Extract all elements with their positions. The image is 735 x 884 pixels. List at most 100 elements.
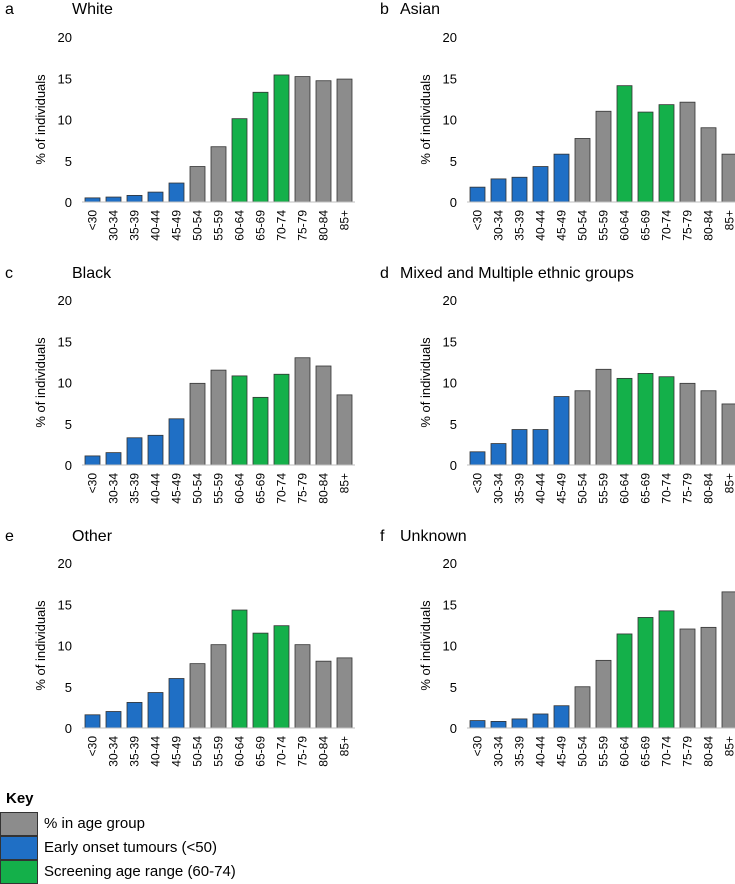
bar-40-44	[148, 693, 163, 728]
y-tick-label: 5	[65, 154, 72, 169]
x-tick-label: 50-54	[576, 736, 590, 767]
bar-85+	[722, 404, 735, 465]
y-axis-label: % of individuals	[418, 74, 433, 165]
x-tick-label: 30-34	[107, 473, 121, 504]
x-tick-label: 70-74	[275, 210, 289, 241]
y-axis-label: % of individuals	[418, 337, 433, 428]
y-tick-label: 0	[65, 195, 72, 210]
panel-title: Asian	[400, 1, 440, 18]
bar-50-54	[575, 391, 590, 465]
bar-30-34	[491, 721, 506, 728]
x-tick-label: <30	[86, 473, 100, 494]
y-tick-label: 15	[443, 597, 457, 612]
x-tick-label: 65-69	[639, 473, 653, 504]
bar-55-59	[596, 369, 611, 465]
bar-45-49	[169, 419, 184, 465]
x-tick-label: 35-39	[513, 473, 527, 504]
y-tick-label: 15	[58, 334, 72, 349]
x-tick-label: 75-79	[681, 473, 695, 504]
legend-item-screening: Screening age range (60-74)	[0, 860, 300, 884]
x-tick-label: 55-59	[597, 736, 611, 767]
bar-65-69	[638, 373, 653, 465]
y-tick-label: 15	[58, 597, 72, 612]
bar-80-84	[701, 128, 716, 202]
x-tick-label: 30-34	[492, 473, 506, 504]
bar-70-74	[659, 105, 674, 202]
bar-65-69	[638, 112, 653, 202]
bar-55-59	[211, 645, 226, 728]
x-tick-label: 60-64	[233, 736, 247, 767]
x-tick-label: 60-64	[618, 736, 632, 767]
bar-60-64	[617, 86, 632, 202]
x-tick-label: 40-44	[534, 473, 548, 504]
x-tick-label: 35-39	[128, 736, 142, 767]
x-tick-label: 60-64	[618, 473, 632, 504]
bar-45-49	[554, 706, 569, 728]
x-tick-label: 85+	[338, 210, 352, 230]
bar-80-84	[316, 81, 331, 202]
panel-letter: e	[5, 528, 14, 545]
legend-label: Early onset tumours (<50)	[44, 839, 217, 856]
bar-35-39	[512, 719, 527, 728]
x-tick-label: 80-84	[702, 736, 716, 767]
y-tick-label: 20	[58, 556, 72, 571]
bar-85+	[337, 79, 352, 202]
x-tick-label: 75-79	[296, 473, 310, 504]
x-tick-label: 55-59	[597, 210, 611, 241]
x-tick-label: 45-49	[555, 473, 569, 504]
bar-60-64	[232, 119, 247, 202]
bar-50-54	[190, 664, 205, 728]
x-tick-label: 65-69	[639, 210, 653, 241]
y-tick-label: 0	[450, 195, 457, 210]
x-tick-label: 65-69	[639, 736, 653, 767]
bar-50-54	[575, 687, 590, 728]
x-tick-label: 35-39	[513, 736, 527, 767]
bar-<30	[470, 721, 485, 728]
x-tick-label: 85+	[723, 210, 735, 230]
x-tick-label: <30	[86, 210, 100, 231]
x-tick-label: 60-64	[233, 473, 247, 504]
bar-40-44	[148, 435, 163, 465]
y-tick-label: 5	[450, 680, 457, 695]
x-tick-label: 45-49	[555, 210, 569, 241]
x-tick-label: 40-44	[149, 210, 163, 241]
bar-35-39	[127, 702, 142, 728]
bar-40-44	[148, 192, 163, 202]
bar-45-49	[554, 397, 569, 465]
bar-40-44	[533, 714, 548, 728]
y-axis-label: % of individuals	[33, 74, 48, 165]
x-tick-label: 75-79	[681, 210, 695, 241]
x-tick-label: 55-59	[212, 736, 226, 767]
x-tick-label: 80-84	[702, 473, 716, 504]
bar-60-64	[617, 634, 632, 728]
x-tick-label: 35-39	[513, 210, 527, 241]
legend-swatch-green	[0, 860, 38, 884]
x-tick-label: 30-34	[492, 736, 506, 767]
x-tick-label: 65-69	[254, 210, 268, 241]
bar-85+	[722, 592, 735, 728]
bar-85+	[337, 658, 352, 728]
x-tick-label: 50-54	[576, 210, 590, 241]
y-tick-label: 20	[58, 293, 72, 308]
bar-75-79	[680, 102, 695, 202]
bar-55-59	[596, 660, 611, 728]
x-tick-label: 80-84	[317, 473, 331, 504]
y-tick-label: 15	[58, 71, 72, 86]
legend-swatch-blue	[0, 836, 38, 860]
x-tick-label: 80-84	[317, 210, 331, 241]
y-tick-label: 5	[65, 417, 72, 432]
x-tick-label: 50-54	[191, 210, 205, 241]
bar-50-54	[575, 138, 590, 202]
bar-60-64	[232, 376, 247, 465]
panel-letter: d	[380, 265, 389, 282]
x-tick-label: 55-59	[597, 473, 611, 504]
y-tick-label: 0	[450, 458, 457, 473]
x-tick-label: 40-44	[149, 736, 163, 767]
bar-40-44	[533, 167, 548, 202]
x-tick-label: 80-84	[702, 210, 716, 241]
x-tick-label: 40-44	[149, 473, 163, 504]
bar-75-79	[295, 77, 310, 202]
y-tick-label: 15	[443, 334, 457, 349]
bar-40-44	[533, 430, 548, 465]
panel-title: Unknown	[400, 528, 467, 545]
